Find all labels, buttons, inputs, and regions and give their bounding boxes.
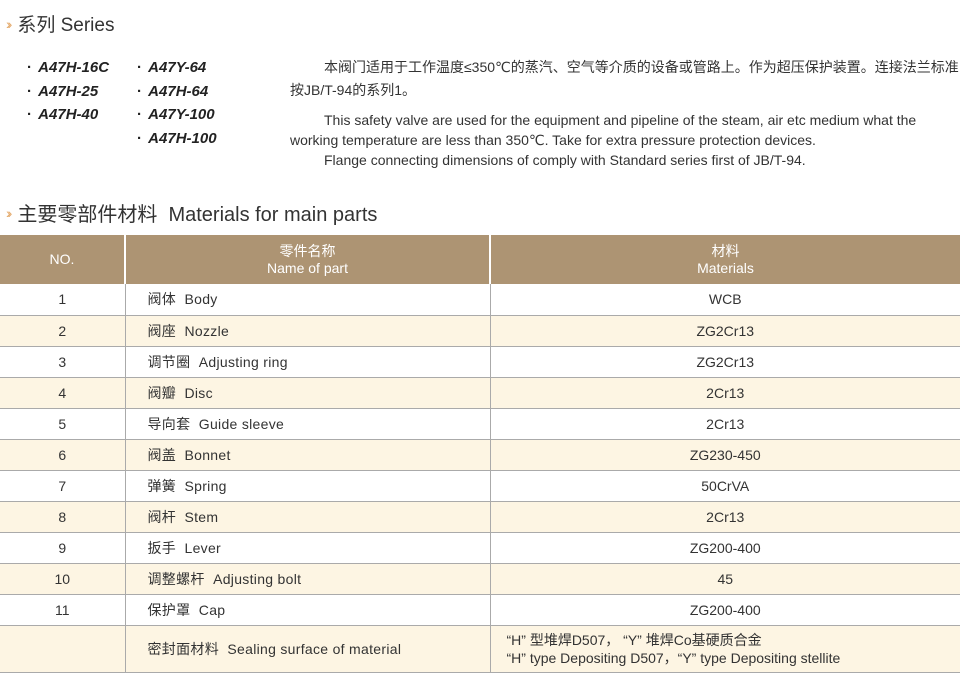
header-name-en: Name of part xyxy=(126,260,489,277)
model-item: A47H-16C xyxy=(27,56,109,80)
double-chevron-icon: ›› xyxy=(6,16,9,32)
series-heading: ›› 系列 Series xyxy=(6,10,114,37)
cell-no: 11 xyxy=(0,594,125,625)
cell-no: 3 xyxy=(0,346,125,377)
cell-part-name: 扳手 Lever xyxy=(125,532,490,563)
materials-heading: ›› 主要零部件材料 Materials for main parts xyxy=(6,198,377,227)
cell-no: 5 xyxy=(0,408,125,439)
cell-material: WCB xyxy=(490,284,960,315)
cell-material: ZG2Cr13 xyxy=(490,315,960,346)
cell-material: ZG200-400 xyxy=(490,594,960,625)
header-no: NO. xyxy=(0,235,125,284)
cell-material: ZG230-450 xyxy=(490,439,960,470)
cell-part-name: 弹簧 Spring xyxy=(125,470,490,501)
material-zh: “H” 型堆焊D507， “Y” 堆焊Co基硬质合金 xyxy=(507,631,960,649)
cell-no xyxy=(0,625,125,672)
header-mat-zh: 材料 xyxy=(491,243,960,260)
cell-material: “H” 型堆焊D507， “Y” 堆焊Co基硬质合金“H” type Depos… xyxy=(490,625,960,672)
header-mat-en: Materials xyxy=(491,260,960,277)
model-item: A47H-64 xyxy=(137,80,217,104)
cell-part-name: 密封面材料 Sealing surface of material xyxy=(125,625,490,672)
cell-material: 2Cr13 xyxy=(490,501,960,532)
materials-title: 主要零部件材料 Materials for main parts xyxy=(17,198,377,227)
cell-part-name: 调节圈 Adjusting ring xyxy=(125,346,490,377)
model-item: A47Y-64 xyxy=(137,56,217,80)
cell-part-name: 导向套 Guide sleeve xyxy=(125,408,490,439)
series-title: 系列 Series xyxy=(17,10,114,37)
material-en: “H” type Depositing D507，“Y” type Deposi… xyxy=(507,649,960,667)
cell-no: 1 xyxy=(0,284,125,315)
cell-material: 2Cr13 xyxy=(490,377,960,408)
model-item: A47H-40 xyxy=(27,103,109,127)
double-chevron-icon: ›› xyxy=(6,205,9,221)
cell-part-name: 保护罩 Cap xyxy=(125,594,490,625)
model-item: A47Y-100 xyxy=(137,103,217,127)
cell-material: 45 xyxy=(490,563,960,594)
cell-no: 4 xyxy=(0,377,125,408)
cell-part-name: 调整螺杆 Adjusting bolt xyxy=(125,563,490,594)
cell-no: 9 xyxy=(0,532,125,563)
header-name-zh: 零件名称 xyxy=(126,243,489,260)
cell-no: 10 xyxy=(0,563,125,594)
model-item: A47H-100 xyxy=(137,127,217,151)
cell-no: 8 xyxy=(0,501,125,532)
table-row-sealing: 密封面材料 Sealing surface of material“H” 型堆焊… xyxy=(0,625,960,672)
cell-part-name: 阀杆 Stem xyxy=(125,501,490,532)
model-list-1: A47H-16C A47H-25 A47H-40 xyxy=(27,56,109,127)
cell-material: 50CrVA xyxy=(490,470,960,501)
model-list-2: A47Y-64 A47H-64 A47Y-100 A47H-100 xyxy=(137,56,217,150)
cell-part-name: 阀盖 Bonnet xyxy=(125,439,490,470)
description-en-flange: Flange connecting dimensions of comply w… xyxy=(290,150,960,170)
description-en: This safety valve are used for the equip… xyxy=(290,110,960,150)
cell-no: 7 xyxy=(0,470,125,501)
cell-no: 6 xyxy=(0,439,125,470)
cell-part-name: 阀瓣 Disc xyxy=(125,377,490,408)
description: 本阀门适用于工作温度≤350℃的蒸汽、空气等介质的设备或管路上。作为超压保护装置… xyxy=(290,56,960,170)
cell-no: 2 xyxy=(0,315,125,346)
cell-part-name: 阀体 Body xyxy=(125,284,490,315)
cell-part-name: 阀座 Nozzle xyxy=(125,315,490,346)
cell-material: 2Cr13 xyxy=(490,408,960,439)
model-item: A47H-25 xyxy=(27,80,109,104)
cell-material: ZG2Cr13 xyxy=(490,346,960,377)
description-zh: 本阀门适用于工作温度≤350℃的蒸汽、空气等介质的设备或管路上。作为超压保护装置… xyxy=(290,56,960,102)
cell-material: ZG200-400 xyxy=(490,532,960,563)
